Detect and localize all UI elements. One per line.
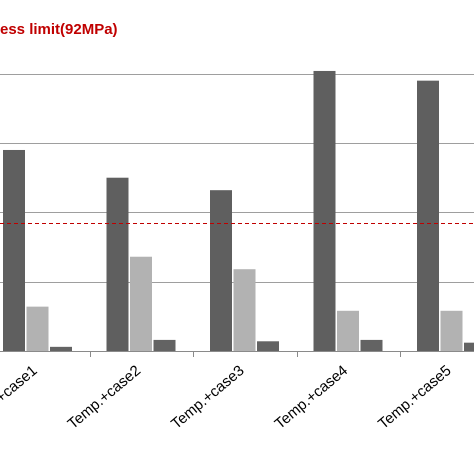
- stress-limit-label: ess limit(92MPa): [0, 21, 118, 38]
- bar-s1-2: [106, 177, 129, 351]
- bar-s1-3: [210, 190, 232, 351]
- bar-s3-3: [257, 341, 279, 351]
- x-tick-label-3: Temp.+case3: [168, 362, 248, 433]
- x-tick-label-2: Temp.+case2: [64, 362, 144, 433]
- bar-s2-5: [440, 310, 463, 351]
- x-tick-label-1: Temp.+case1: [0, 362, 41, 433]
- bar-s2-2: [130, 256, 152, 351]
- bar-s1-1: [3, 149, 25, 351]
- bar-s3-1: [50, 346, 72, 351]
- bar-s2-4: [337, 310, 359, 351]
- bar-s3-5: [464, 342, 474, 351]
- bar-s2-3: [233, 269, 256, 351]
- bar-s1-4: [313, 70, 336, 352]
- bar-s3-2: [153, 339, 176, 351]
- bar-s1-5: [417, 80, 439, 351]
- x-tick-label-5: Temp.+case5: [375, 362, 455, 433]
- x-tick-label-4: Temp.+case4: [271, 362, 351, 433]
- bar-s2-1: [26, 306, 49, 351]
- bar-s3-4: [360, 339, 383, 351]
